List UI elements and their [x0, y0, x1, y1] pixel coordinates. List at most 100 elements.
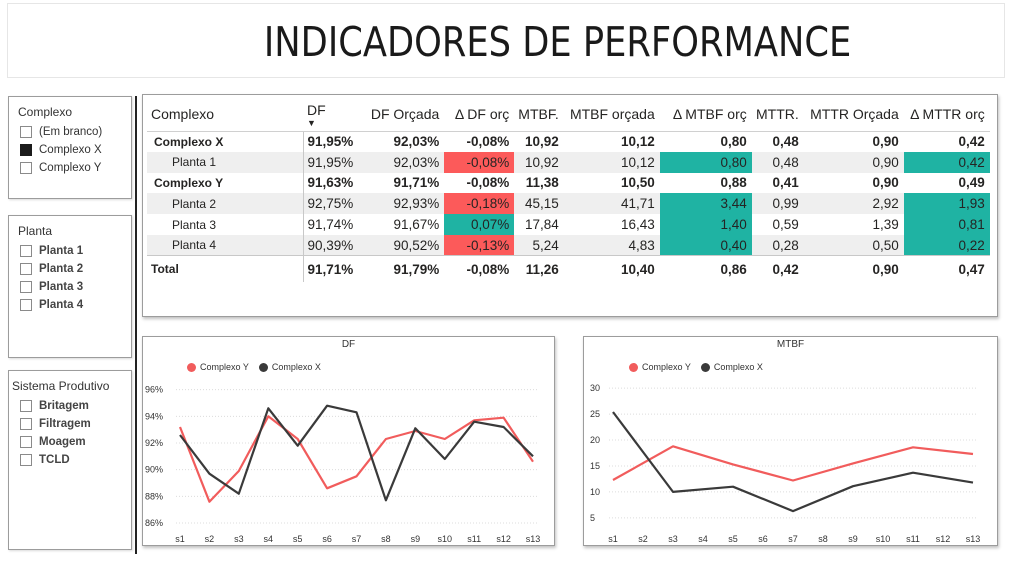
column-header[interactable]: MTBF. [514, 97, 564, 132]
checkbox[interactable] [20, 454, 32, 466]
slicer-option[interactable]: Planta 4 [20, 296, 131, 314]
table-cell: 0,90 [803, 151, 904, 173]
x-tick-label: s1 [608, 534, 618, 544]
row-header: Planta 1 [147, 151, 304, 173]
table-row: Planta 3 91,74% 91,67% 0,07% 17,84 16,43 1,40 0… [147, 214, 990, 235]
table-row: Planta 1 91,95% 92,03% -0,08% 10,92 10,12 0,80… [147, 151, 990, 173]
slicer-option[interactable]: Planta 2 [20, 260, 131, 278]
x-tick-label: s13 [966, 534, 981, 544]
y-tick-label: 15 [590, 461, 600, 471]
slicer-option[interactable]: Complexo Y [20, 159, 131, 177]
x-tick-label: s7 [352, 534, 362, 544]
chart-title: MTBF [776, 339, 805, 350]
checkbox[interactable] [20, 162, 32, 174]
table-cell: 11,26 [514, 255, 564, 282]
table-cell: 0,80 [659, 151, 752, 173]
table-cell: 0,41 [772, 175, 799, 191]
table-cell: 1,40 [659, 214, 752, 235]
table-cell: 17,84 [524, 217, 559, 233]
table-row: Complexo Y 91,63% 91,71% -0,08% 11,38 10,50 0,… [147, 172, 990, 194]
checkbox[interactable] [20, 400, 32, 412]
slicer-option[interactable]: Britagem [20, 397, 131, 415]
table-cell: 10,12 [563, 151, 660, 173]
slicer-option[interactable]: Planta 1 [20, 242, 131, 260]
table-cell: 92,03% [358, 151, 445, 173]
x-tick-label: s10 [876, 534, 891, 544]
slicer-option-label: Filtragem [39, 418, 91, 430]
table-cell: 0,40 [659, 234, 752, 256]
slicer-option[interactable]: Complexo X [20, 141, 131, 159]
checkbox[interactable] [20, 299, 32, 311]
table-cell: -0,08% [466, 175, 510, 191]
slicer-option[interactable]: Moagem [20, 433, 131, 451]
table-cell: 0,86 [659, 255, 752, 282]
x-tick-label: s11 [467, 534, 481, 544]
checkbox[interactable] [20, 436, 32, 448]
table-cell: 10,92 [514, 151, 564, 173]
column-header[interactable]: MTTR Orçada [803, 97, 904, 132]
x-tick-label: s2 [205, 534, 215, 544]
table-cell: 0,42 [751, 255, 804, 282]
slicer-option[interactable]: TCLD [20, 451, 131, 469]
mtbf-line-chart: MTBF Complexo Y Complexo X 5 10 15 20 25 30 s1 s… [583, 336, 998, 546]
y-tick-label: 10 [590, 487, 600, 497]
x-tick-label: s8 [381, 534, 391, 544]
slicer-option[interactable]: Planta 3 [20, 278, 131, 296]
table-cell: 3,44 [659, 193, 752, 215]
column-header[interactable]: DF ▼ [303, 97, 359, 132]
checkbox[interactable] [20, 245, 32, 257]
table-cell: 0,81 [903, 214, 990, 235]
complexo-slicer[interactable]: Complexo (Em branco) Complexo X Complexo Y [8, 96, 132, 199]
table-cell: 10,40 [563, 255, 660, 282]
x-tick-label: s3 [668, 534, 678, 544]
sort-descending-icon[interactable]: ▼ [307, 117, 316, 128]
sistema-produtivo-slicer[interactable]: Sistema Produtivo Britagem Filtragem Moage… [8, 370, 132, 550]
x-tick-label: s9 [411, 534, 421, 544]
checkbox[interactable] [20, 418, 32, 430]
x-tick-label: s1 [175, 534, 185, 544]
column-header[interactable]: Δ DF orç [444, 97, 515, 132]
table-cell: 0,28 [751, 234, 804, 256]
x-tick-label: s13 [526, 534, 541, 544]
legend-label: Complexo Y [200, 362, 249, 372]
checkbox[interactable] [20, 263, 32, 275]
column-header[interactable]: Δ MTBF orç [659, 97, 752, 132]
y-tick-label: 25 [590, 409, 600, 419]
y-tick-label: 94% [145, 411, 163, 421]
table-cell: 0,42 [903, 151, 990, 173]
column-header[interactable]: DF Orçada [358, 97, 445, 132]
slicer-option-label: TCLD [39, 454, 70, 466]
table-cell: 0,42 [958, 134, 985, 150]
column-header[interactable]: Δ MTTR orç [903, 97, 990, 132]
checkbox[interactable] [20, 126, 32, 138]
slicer-option-label: Planta 3 [39, 281, 84, 293]
row-header: Complexo Y [147, 172, 304, 194]
checkbox[interactable] [20, 144, 32, 156]
row-header: Complexo X [147, 131, 304, 152]
slicer-option-label: Complexo Y [39, 162, 102, 174]
legend-label: Complexo X [713, 362, 763, 372]
row-header: Total [147, 255, 304, 282]
table-cell: 91,71% [303, 255, 359, 282]
slicer-option[interactable]: (Em branco) [20, 123, 131, 141]
series-line [612, 411, 974, 513]
y-tick-label: 88% [145, 491, 163, 501]
table-cell: 0,99 [751, 193, 804, 215]
column-header[interactable]: MTBF orçada [563, 97, 660, 132]
page-title: INDICADORES DE PERFORMANCE [263, 18, 852, 66]
row-header: Planta 4 [147, 234, 304, 256]
planta-slicer[interactable]: Planta Planta 1 Planta 2 Planta 3 Planta 4 [8, 215, 132, 358]
table-cell: 91,95% [303, 151, 359, 173]
column-header[interactable]: MTTR. [751, 97, 804, 132]
slicer-option[interactable]: Filtragem [20, 415, 131, 433]
table-cell: 0,50 [803, 234, 904, 256]
column-header[interactable]: Complexo [147, 97, 303, 132]
performance-matrix: Complexo DF ▼ DF Orçada Δ DF orç MTBF. MTBF or… [142, 94, 998, 317]
slicer-option-label: Planta 1 [39, 245, 84, 257]
table-cell: -0,08% [466, 134, 510, 150]
x-tick-label: s8 [818, 534, 828, 544]
table-cell: -0,08% [444, 151, 515, 173]
x-tick-label: s5 [293, 534, 303, 544]
checkbox[interactable] [20, 281, 32, 293]
table-cell: 0,80 [720, 134, 747, 150]
